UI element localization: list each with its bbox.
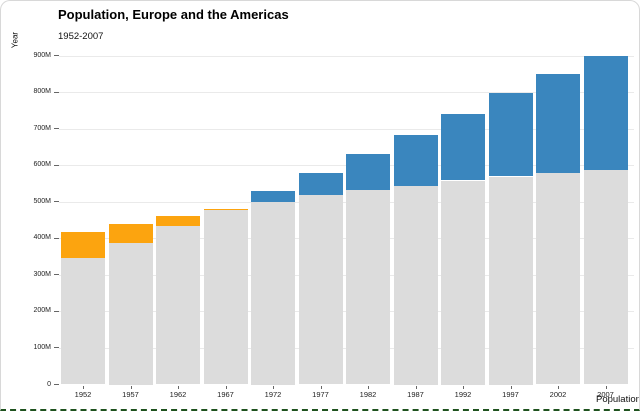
bar-base-1962 — [156, 226, 200, 385]
x-tick-mark — [463, 386, 464, 389]
bar-base-1977 — [298, 195, 343, 385]
y-tick-label: 300M — [33, 270, 51, 278]
bar-cap-1962 — [156, 216, 200, 227]
x-tick-label: 1997 — [502, 390, 519, 399]
y-tick-mark — [54, 384, 59, 385]
x-tick-label: 1987 — [407, 390, 424, 399]
bar-cap-1957 — [108, 224, 153, 243]
bar-cap-1982 — [346, 154, 390, 191]
bar-base-1997 — [488, 176, 533, 385]
x-tick-label: 1992 — [454, 390, 472, 399]
y-tick-label: 600M — [33, 161, 51, 169]
bar-base-1972 — [251, 201, 295, 385]
gridline — [59, 92, 634, 94]
y-tick-label: 0 — [47, 380, 51, 388]
x-tick-mark — [558, 386, 559, 389]
y-tick-mark — [54, 91, 59, 93]
y-axis-title: Year — [10, 31, 20, 49]
x-tick-label: 1977 — [312, 390, 329, 399]
bar-cap-1952 — [61, 231, 105, 259]
bar-base-2007 — [583, 170, 628, 385]
x-tick-label: 1982 — [359, 390, 377, 399]
y-tick-mark — [54, 164, 59, 166]
x-tick-label: 1962 — [169, 390, 187, 399]
x-tick-mark — [415, 386, 417, 389]
y-tick-label: 400M — [33, 234, 51, 242]
bar-cap-2002 — [536, 73, 580, 174]
bar-cap-1972 — [251, 191, 295, 202]
x-tick-mark — [605, 386, 607, 389]
y-tick-mark — [54, 310, 59, 312]
x-tick-label: 1972 — [264, 390, 282, 399]
x-axis-title: Population — [596, 394, 640, 405]
x-tick-mark — [368, 386, 369, 389]
x-tick-label: 1952 — [74, 390, 92, 399]
bar-base-1967 — [203, 208, 248, 385]
y-tick-label: 500M — [33, 197, 51, 205]
bar-cap-1997 — [488, 93, 533, 177]
chart-subtitle: 1952-2007 — [58, 31, 104, 42]
y-tick-label: 100M — [33, 343, 51, 351]
y-tick-mark — [54, 128, 59, 130]
x-tick-mark — [320, 386, 322, 389]
x-tick-mark — [83, 386, 84, 389]
x-tick-label: 1957 — [122, 390, 139, 399]
gridline — [59, 55, 634, 57]
x-tick-mark — [273, 386, 274, 389]
y-tick-mark — [54, 201, 59, 203]
bar-cap-1987 — [393, 134, 438, 186]
chart-title: Population, Europe and the Americas — [58, 7, 289, 22]
x-tick-mark — [225, 386, 227, 389]
x-tick-mark — [510, 386, 512, 389]
y-tick-label: 900M — [33, 51, 51, 59]
x-tick-label: 1967 — [217, 390, 234, 399]
y-tick-label: 800M — [33, 88, 51, 96]
bar-base-1987 — [393, 186, 438, 385]
bar-cap-2007 — [583, 55, 628, 171]
y-tick-mark — [54, 347, 59, 349]
bar-base-1992 — [441, 180, 485, 385]
x-tick-mark — [178, 386, 179, 389]
gridline — [59, 128, 634, 130]
y-tick-label: 700M — [33, 124, 51, 132]
bar-cap-1992 — [441, 114, 485, 181]
bar-base-1982 — [346, 190, 390, 385]
x-tick-label: 2007 — [597, 390, 614, 399]
y-tick-mark — [54, 274, 59, 276]
x-tick-mark — [130, 386, 132, 389]
bar-cap-1977 — [298, 173, 343, 196]
y-tick-mark — [54, 55, 59, 56]
y-tick-mark — [54, 237, 59, 239]
y-tick-label: 200M — [33, 307, 51, 315]
bar-base-1957 — [108, 243, 153, 385]
bar-base-1952 — [61, 258, 105, 385]
x-tick-label: 2002 — [549, 390, 567, 399]
bar-base-2002 — [536, 173, 580, 385]
